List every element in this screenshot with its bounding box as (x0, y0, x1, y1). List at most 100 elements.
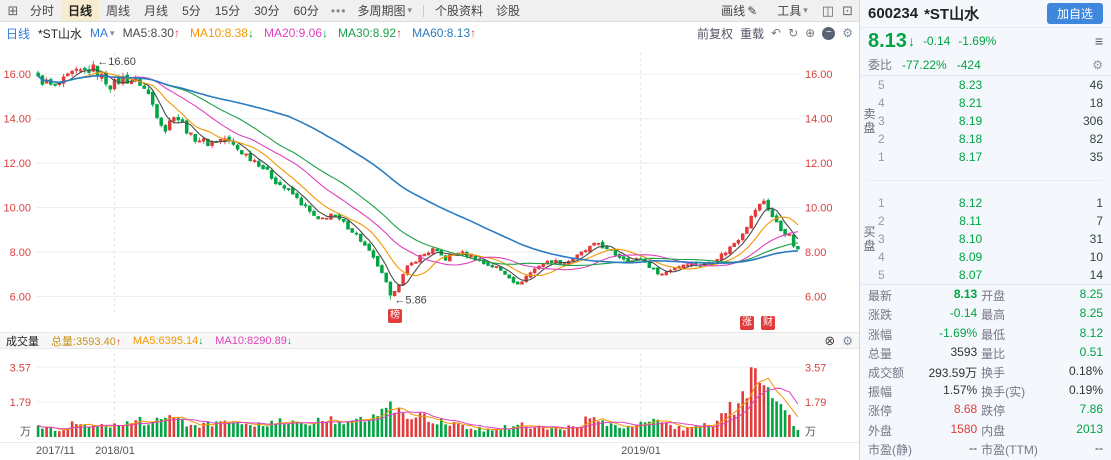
svg-text:←5.86: ←5.86 (394, 295, 426, 307)
period-tab[interactable]: 30分 (254, 4, 280, 18)
zoom-in-icon[interactable]: ⊕ (805, 26, 816, 40)
sell-row[interactable]: 4 8.21 18 (876, 94, 1111, 112)
arrow-icon: ↑ (115, 336, 121, 348)
quote-header: 600234 *ST山水 加自选 (860, 0, 1111, 28)
down-arrow-icon: ↓ (247, 26, 254, 40)
buy-row[interactable]: 1 8.12 1 (876, 194, 1111, 212)
svg-text:8.00: 8.00 (805, 247, 826, 259)
stat-value: 8.13 (953, 287, 978, 302)
stat-value: 0.51 (1079, 344, 1103, 359)
stat-label: 市盈(TTM) (981, 442, 1038, 457)
period-tab[interactable]: 5分 (182, 4, 201, 18)
buy-rows: 1 8.12 1 2 8.11 7 3 8.10 31 4 8.09 10 5 8.07 14 (876, 194, 1111, 284)
last-price: 8.13 ↓ (868, 29, 915, 52)
book-volume: 306 (1082, 114, 1103, 128)
candlestick-chart: 6.00 6.00 8.00 8.00 10.00 10.00 12.00 12.00 14.0… (3, 52, 833, 312)
sell-row[interactable]: 5 8.23 46 (876, 76, 1111, 94)
ma-selector[interactable]: MA ▾ (90, 26, 115, 40)
stat-value: 8.25 (1079, 306, 1103, 321)
draw-line-button[interactable]: 画线 ✎ (715, 0, 763, 21)
svg-text:万: 万 (805, 426, 816, 438)
stat-value: 2013 (1076, 421, 1103, 436)
period-tabs: 分时 日线 周线 月线 5分 15分 30分 60分 (23, 0, 326, 21)
chart-settings-icon[interactable]: ⚙ (842, 26, 853, 40)
book-volume: 7 (1096, 214, 1103, 228)
main-chart[interactable]: 6.00 6.00 8.00 8.00 10.00 10.00 12.00 12.00 14.0… (0, 44, 859, 332)
chevron-down-icon: ▾ (407, 5, 412, 15)
period-tab[interactable]: 日线 (61, 0, 100, 21)
stat-value: 8.68 (953, 402, 978, 417)
volume-total: 总量:3593.40↑ (51, 335, 121, 348)
chart-badge[interactable]: 榜 (388, 309, 402, 323)
chart-header: 日线 *ST山水 MA ▾ MA5:8.30↑ MA10:8.38↓ MA20:9.… (0, 22, 859, 44)
buy-row[interactable]: 3 8.10 31 (876, 230, 1111, 248)
volume-settings-icon[interactable]: ⚙ (842, 333, 853, 348)
tools-button[interactable]: 工具 ▾ (771, 0, 814, 21)
svg-text:10.00: 10.00 (3, 203, 31, 215)
refresh-icon[interactable]: ↻ (788, 26, 799, 40)
adjust-mode-button[interactable]: 前复权 (697, 26, 734, 41)
chart-badge[interactable]: 财 (761, 316, 775, 330)
stat-label: 最新 (868, 289, 893, 304)
quote-panel: 600234 *ST山水 加自选 8.13 ↓ -0.14 -1.69% ≡ 委比… (860, 0, 1111, 460)
stat-value: -0.14 (949, 306, 978, 321)
buy-row[interactable]: 2 8.11 7 (876, 212, 1111, 230)
more-periods-button[interactable]: ••• (330, 3, 347, 18)
svg-text:14.00: 14.00 (805, 114, 833, 126)
chart-header-right: 前复权 重载 ↶ ↻ ⊕ − ⚙ (697, 25, 853, 42)
buy-row[interactable]: 4 8.09 10 (876, 248, 1111, 266)
weibi-settings-icon[interactable]: ⚙ (1092, 57, 1103, 72)
undo-icon[interactable]: ↶ (771, 26, 782, 40)
period-tab[interactable]: 15分 (214, 4, 241, 18)
sell-row[interactable]: 1 8.17 35 (876, 148, 1111, 166)
arrow-icon: ↓ (198, 335, 204, 347)
period-tab[interactable]: 周线 (106, 4, 131, 18)
down-arrow-icon: ↓ (907, 33, 915, 49)
split-screen-icon[interactable]: ◫ (821, 2, 835, 18)
stat-value: 8.25 (1079, 287, 1103, 302)
stat-label: 内盘 (981, 423, 1006, 438)
layout-icon[interactable]: ⊞ (7, 2, 19, 18)
book-volume: 10 (1089, 250, 1103, 264)
sell-book: 卖盘 5 8.23 46 4 8.21 18 3 8.19 306 2 8.18 82 1 8.17 35 (860, 76, 1111, 166)
reload-button[interactable]: 重载 (740, 26, 765, 41)
multi-period-button[interactable]: 多周期图 ▾ (351, 0, 418, 21)
price-change-pct: -1.69% (958, 34, 997, 48)
stock-info-button[interactable]: 个股资料 (434, 4, 483, 18)
book-level: 5 (878, 78, 885, 92)
weicha-value: -424 (956, 57, 981, 72)
ma-value: MA20:9.06↓ (263, 26, 329, 40)
book-level: 1 (878, 196, 885, 210)
chart-badge[interactable]: 涨 (740, 316, 754, 330)
quote-menu-icon[interactable]: ≡ (1094, 33, 1103, 49)
ma-value: MA60:8.13↑ (412, 26, 477, 40)
stat-value: 8.12 (1079, 325, 1103, 340)
tools-label: 工具 (777, 4, 802, 18)
stat-label: 开盘 (981, 289, 1006, 304)
close-pane-icon[interactable]: ⊗ (824, 332, 836, 348)
period-label[interactable]: 日线 (6, 26, 31, 41)
period-tab[interactable]: 月线 (144, 4, 169, 18)
volume-chart[interactable]: 1.79 1.79 3.57 3.57 万 万 (0, 349, 859, 442)
zoom-out-icon[interactable]: − (822, 26, 836, 40)
buy-row[interactable]: 5 8.07 14 (876, 266, 1111, 284)
chart-column: ⊞ 分时 日线 周线 月线 5分 15分 30分 60分 ••• 多周期图 ▾ 个股资料 诊股… (0, 0, 860, 460)
book-volume: 1 (1096, 196, 1103, 210)
ma-values: MA5:8.30↑ MA10:8.38↓ MA20:9.06↓ MA30:8.92↑ M… (123, 26, 477, 40)
period-tab[interactable]: 60分 (293, 4, 319, 18)
sell-row[interactable]: 3 8.19 306 (876, 112, 1111, 130)
book-volume: 18 (1089, 96, 1103, 110)
diagnose-button[interactable]: 诊股 (496, 4, 521, 18)
period-tab[interactable]: 分时 (30, 4, 55, 18)
sell-row[interactable]: 2 8.18 82 (876, 130, 1111, 148)
book-level: 3 (878, 114, 885, 128)
ma-selector-label: MA (90, 26, 109, 40)
svg-text:10.00: 10.00 (805, 203, 833, 215)
svg-text:3.57: 3.57 (805, 362, 826, 374)
fullscreen-icon[interactable]: ⊡ (842, 2, 853, 18)
svg-text:16.00: 16.00 (805, 69, 833, 81)
add-watchlist-button[interactable]: 加自选 (1046, 3, 1103, 24)
up-arrow-icon: ↑ (173, 26, 180, 40)
book-price: 8.12 (958, 196, 983, 210)
up-arrow-icon: ↑ (396, 26, 403, 40)
